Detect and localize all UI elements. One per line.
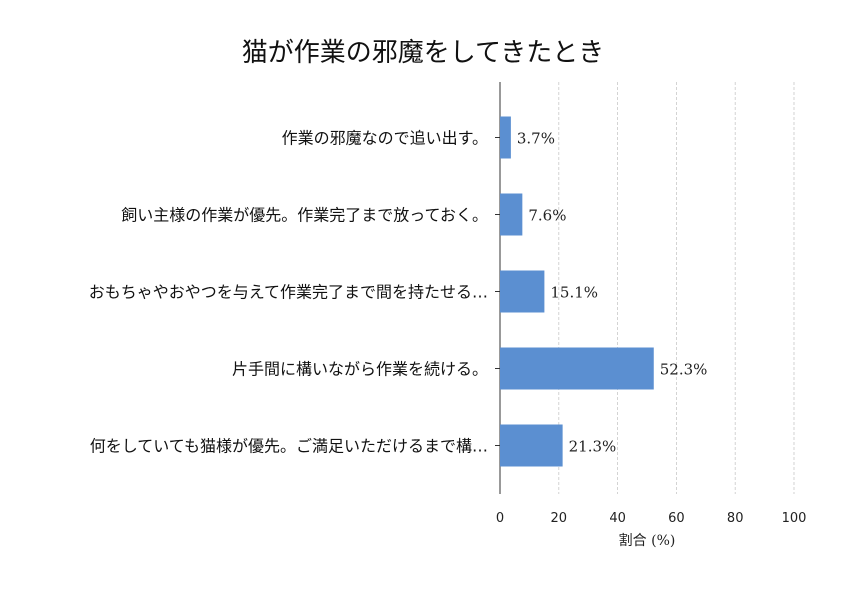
value-label: 3.7% [517, 130, 555, 148]
x-tick-label: 20 [551, 511, 568, 526]
chart-title: 猫が作業の邪魔をしてきたとき [242, 38, 604, 68]
x-tick-label: 0 [496, 511, 504, 526]
category-label: 片手間に構いながら作業を続ける。 [232, 360, 488, 379]
value-label: 21.3% [569, 438, 617, 456]
value-label: 52.3% [660, 361, 708, 379]
bar [500, 424, 563, 467]
category-label: 作業の邪魔なので追い出す。 [282, 129, 488, 148]
x-axis-ticks: 0 20 40 60 80 100 [496, 511, 807, 526]
category-label: 何をしていても猫様が優先。ご満足いただけるまで構… [90, 437, 488, 456]
x-tick-label: 100 [782, 511, 807, 526]
x-tick-label: 80 [727, 511, 744, 526]
value-label: 7.6% [528, 207, 566, 225]
value-labels: 3.7% 7.6% 15.1% 52.3% 21.3% [517, 130, 708, 456]
category-label: おもちゃやおやつを与えて作業完了まで間を持たせる… [89, 283, 488, 302]
x-tick-label: 40 [609, 511, 626, 526]
bars [500, 116, 654, 467]
bar [500, 193, 523, 236]
category-label: 飼い主様の作業が優先。作業完了まで放っておく。 [121, 206, 488, 225]
bar [500, 116, 511, 159]
bar [500, 347, 654, 390]
bar [500, 270, 545, 313]
x-tick-label: 60 [668, 511, 685, 526]
category-labels: 作業の邪魔なので追い出す。飼い主様の作業が優先。作業完了まで放っておく。おもちゃ… [89, 129, 500, 456]
x-axis-label: 割合 (%) [619, 532, 676, 549]
value-label: 15.1% [550, 284, 598, 302]
